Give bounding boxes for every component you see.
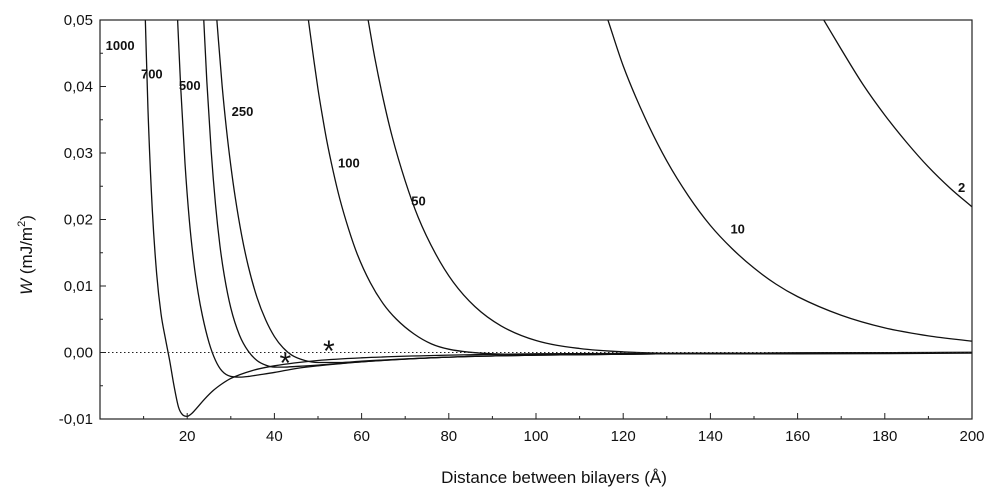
ticks-group — [100, 19, 973, 420]
plot-frame — [99, 19, 973, 420]
y-tick-label: 0,04 — [64, 79, 93, 96]
x-tick-label: 180 — [872, 428, 897, 445]
x-tick-label: 140 — [698, 428, 723, 445]
series-line-2 — [823, 20, 972, 208]
series-line-50 — [367, 20, 972, 355]
curve-label-1000: 1000 — [106, 38, 135, 53]
curve-label-2: 2 — [958, 180, 965, 195]
curve-label-250: 250 — [232, 104, 254, 119]
x-tick-label: 40 — [266, 428, 283, 445]
y-tick-label: 0,02 — [64, 212, 93, 229]
y-tick-label: 0,00 — [64, 345, 93, 362]
curves-group — [144, 20, 972, 417]
series-line-700 — [176, 20, 972, 378]
curve-label-700: 700 — [141, 67, 163, 82]
curve-label-500: 500 — [179, 78, 201, 93]
series-line-1000 — [144, 20, 972, 417]
tick-labels-group: 20 40 60 80 100 120 140 160 180 200 -0,01 0,00 0,01 0… — [59, 12, 985, 445]
y-axis-label: W (mJ/m2) — [16, 215, 36, 295]
x-tick-label: 20 — [179, 428, 196, 445]
curve-label-50: 50 — [411, 194, 425, 209]
markers-group: * * — [279, 335, 335, 380]
x-tick-label: 80 — [440, 428, 457, 445]
curve-label-100: 100 — [338, 156, 360, 171]
asterisk-marker: * — [323, 335, 335, 368]
curve-labels-group: 1000 700 500 250 100 50 10 2 — [106, 38, 966, 237]
x-tick-label: 60 — [353, 428, 370, 445]
x-axis-label: Distance between bilayers (Å) — [441, 468, 667, 487]
x-tick-label: 120 — [611, 428, 636, 445]
series-line-250 — [216, 20, 972, 364]
curve-label-10: 10 — [730, 221, 744, 236]
y-tick-label: 0,05 — [64, 12, 93, 29]
y-tick-label: 0,01 — [64, 278, 93, 295]
series-line-10 — [607, 20, 972, 342]
x-tick-label: 160 — [785, 428, 810, 445]
x-tick-label: 100 — [523, 428, 548, 445]
series-line-500 — [203, 20, 972, 368]
x-tick-label: 200 — [959, 428, 984, 445]
asterisk-marker: * — [279, 347, 291, 380]
y-tick-label: -0,01 — [59, 411, 93, 428]
y-tick-label: 0,03 — [64, 145, 93, 162]
series-line-100 — [307, 20, 972, 356]
